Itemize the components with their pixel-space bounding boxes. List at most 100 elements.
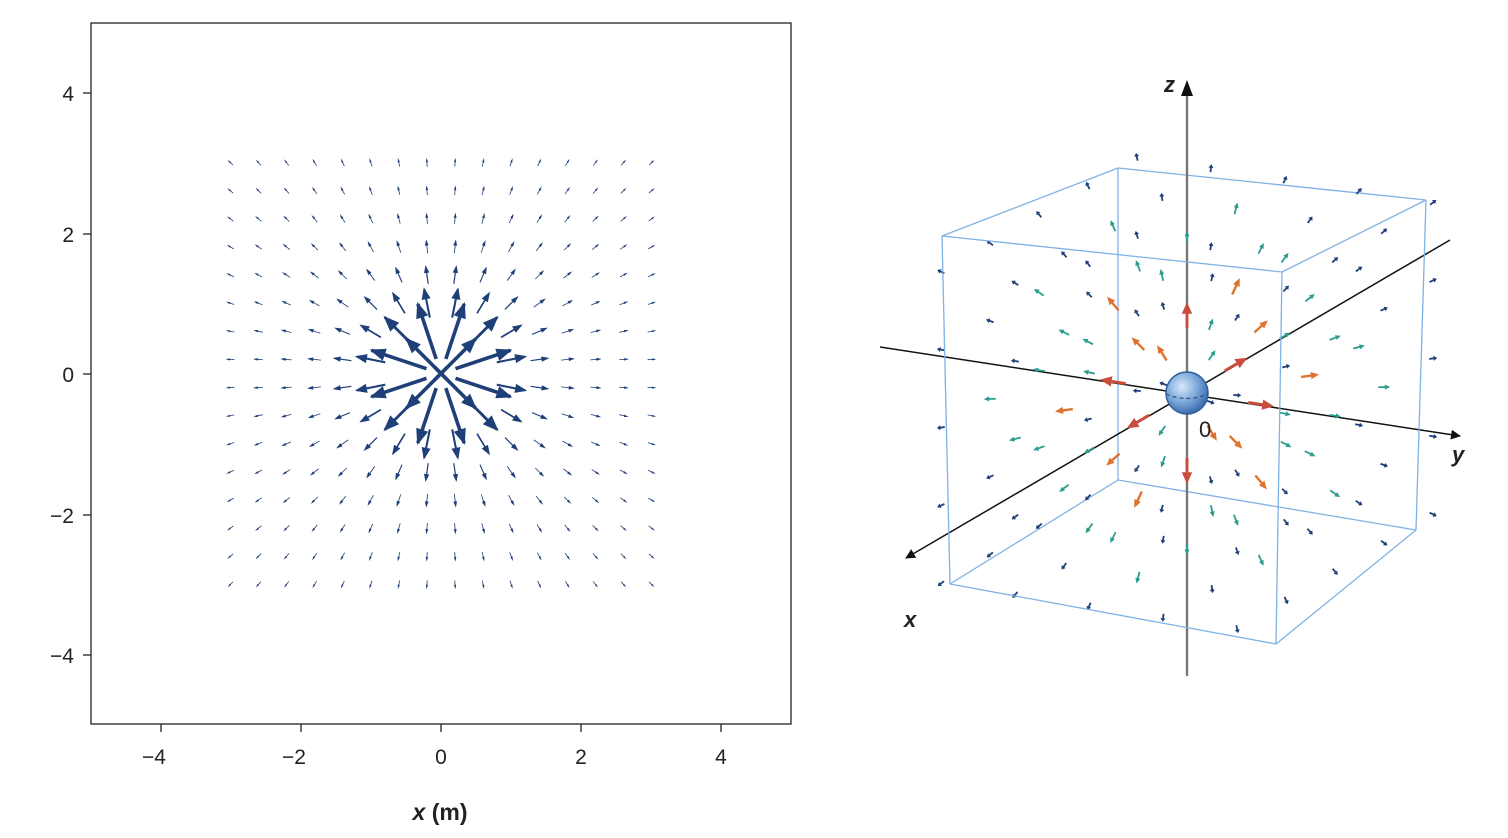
field-arrow: [307, 413, 321, 418]
field-arrow: [648, 553, 655, 559]
cube-edge: [941, 167, 1119, 237]
field-arrow: [453, 157, 457, 167]
field-arrow: [453, 212, 457, 224]
field-arrow-3d: [1011, 280, 1019, 286]
field-arrow: [620, 159, 627, 166]
field-arrow-3d: [1126, 413, 1150, 429]
field-arrow: [453, 580, 457, 590]
field-arrow: [509, 580, 513, 589]
field-arrow: [620, 497, 628, 503]
field-arrow: [504, 295, 519, 310]
field-arrow: [367, 241, 374, 252]
field-arrow-3d: [1184, 543, 1190, 555]
field-arrow-3d: [1257, 243, 1264, 255]
field-arrow-3d: [1100, 376, 1126, 387]
field-arrow: [281, 300, 292, 306]
field-arrow: [508, 495, 515, 506]
field-arrow: [648, 525, 655, 531]
field-arrow: [283, 187, 290, 194]
field-arrow: [363, 295, 378, 310]
field-arrow-3d: [1429, 355, 1438, 361]
field-arrow: [255, 525, 262, 532]
field-arrow: [496, 354, 528, 364]
field-arrow: [225, 414, 235, 417]
field-arrow-3d: [1248, 399, 1274, 410]
field-arrow-3d: [1033, 445, 1045, 451]
field-arrow: [451, 287, 461, 318]
field-arrow: [590, 300, 601, 306]
field-arrow-3d: [1135, 260, 1141, 272]
field-arrow: [282, 497, 291, 504]
field-arrow: [534, 467, 545, 477]
field-arrow: [366, 268, 376, 281]
field-arrow: [536, 214, 543, 223]
field-arrow-3d: [937, 269, 945, 275]
field-arrow: [648, 581, 655, 588]
field-arrow: [647, 469, 656, 474]
field-arrow: [284, 581, 290, 588]
field-arrow-3d: [1329, 413, 1342, 419]
field-arrow: [397, 157, 401, 167]
field-arrow: [453, 523, 457, 535]
field-arrow: [476, 433, 490, 456]
field-arrow: [592, 215, 599, 222]
field-arrow-3d: [1331, 257, 1339, 264]
field-arrow: [307, 329, 321, 334]
field-arrow: [453, 185, 457, 196]
field-arrow-3d: [1282, 175, 1288, 184]
field-arrow: [226, 469, 235, 474]
field-arrow-3d: [1085, 523, 1094, 534]
field-arrow: [225, 442, 235, 446]
field-arrow: [367, 495, 374, 506]
field-arrow-3d: [1160, 455, 1166, 468]
field-arrow-3d: [1159, 381, 1168, 387]
field-arrow-3d: [1033, 288, 1045, 297]
field-arrow: [340, 552, 346, 561]
field-arrow-3d: [1278, 411, 1291, 417]
field-arrow: [591, 497, 600, 504]
field-arrow: [452, 264, 459, 284]
field-arrow: [509, 552, 514, 562]
field-arrow: [425, 523, 429, 535]
field-arrow: [226, 497, 234, 503]
field-arrow-3d: [1380, 228, 1388, 235]
field-arrow: [255, 159, 262, 166]
field-arrow: [619, 386, 629, 389]
field-arrow: [564, 552, 571, 561]
field-arrow-3d: [1304, 450, 1316, 457]
field-arrow: [563, 496, 572, 504]
field-arrow: [620, 581, 627, 588]
field-arrow-3d: [1158, 425, 1166, 436]
field-arrow: [619, 441, 629, 446]
field-arrow-3d: [1208, 318, 1214, 331]
sphere-body: [1165, 371, 1209, 415]
field-arrow: [280, 386, 292, 390]
field-arrow-3d: [1209, 505, 1215, 517]
field-arrow: [590, 386, 602, 390]
x-axis-variable: x: [411, 799, 427, 825]
field-arrow: [536, 552, 542, 561]
field-arrow-3d: [1429, 199, 1437, 206]
field-arrow: [620, 187, 627, 194]
field-arrow: [332, 385, 352, 391]
x-axis-unit: (m): [425, 799, 467, 825]
cube-edge: [941, 235, 1283, 273]
field-arrow: [592, 525, 599, 532]
field-arrow-3d: [1159, 192, 1165, 201]
field-arrow: [280, 329, 292, 334]
field-arrow: [467, 400, 499, 432]
field-arrow: [647, 442, 657, 446]
field-arrow: [565, 580, 570, 589]
field-arrow-3d: [1329, 489, 1341, 498]
field-arrow-3d: [986, 474, 994, 480]
field-arrow-3d: [1429, 434, 1438, 439]
field-arrow: [359, 408, 382, 423]
field-arrow: [425, 551, 429, 562]
field-arrow-3d: [1036, 211, 1043, 218]
field-arrow: [425, 212, 429, 224]
field-arrow: [590, 329, 602, 334]
field-arrow-3d: [1253, 320, 1268, 334]
field-arrow-3d: [1009, 436, 1021, 442]
field-arrow: [508, 213, 514, 224]
field-arrow: [561, 413, 575, 418]
